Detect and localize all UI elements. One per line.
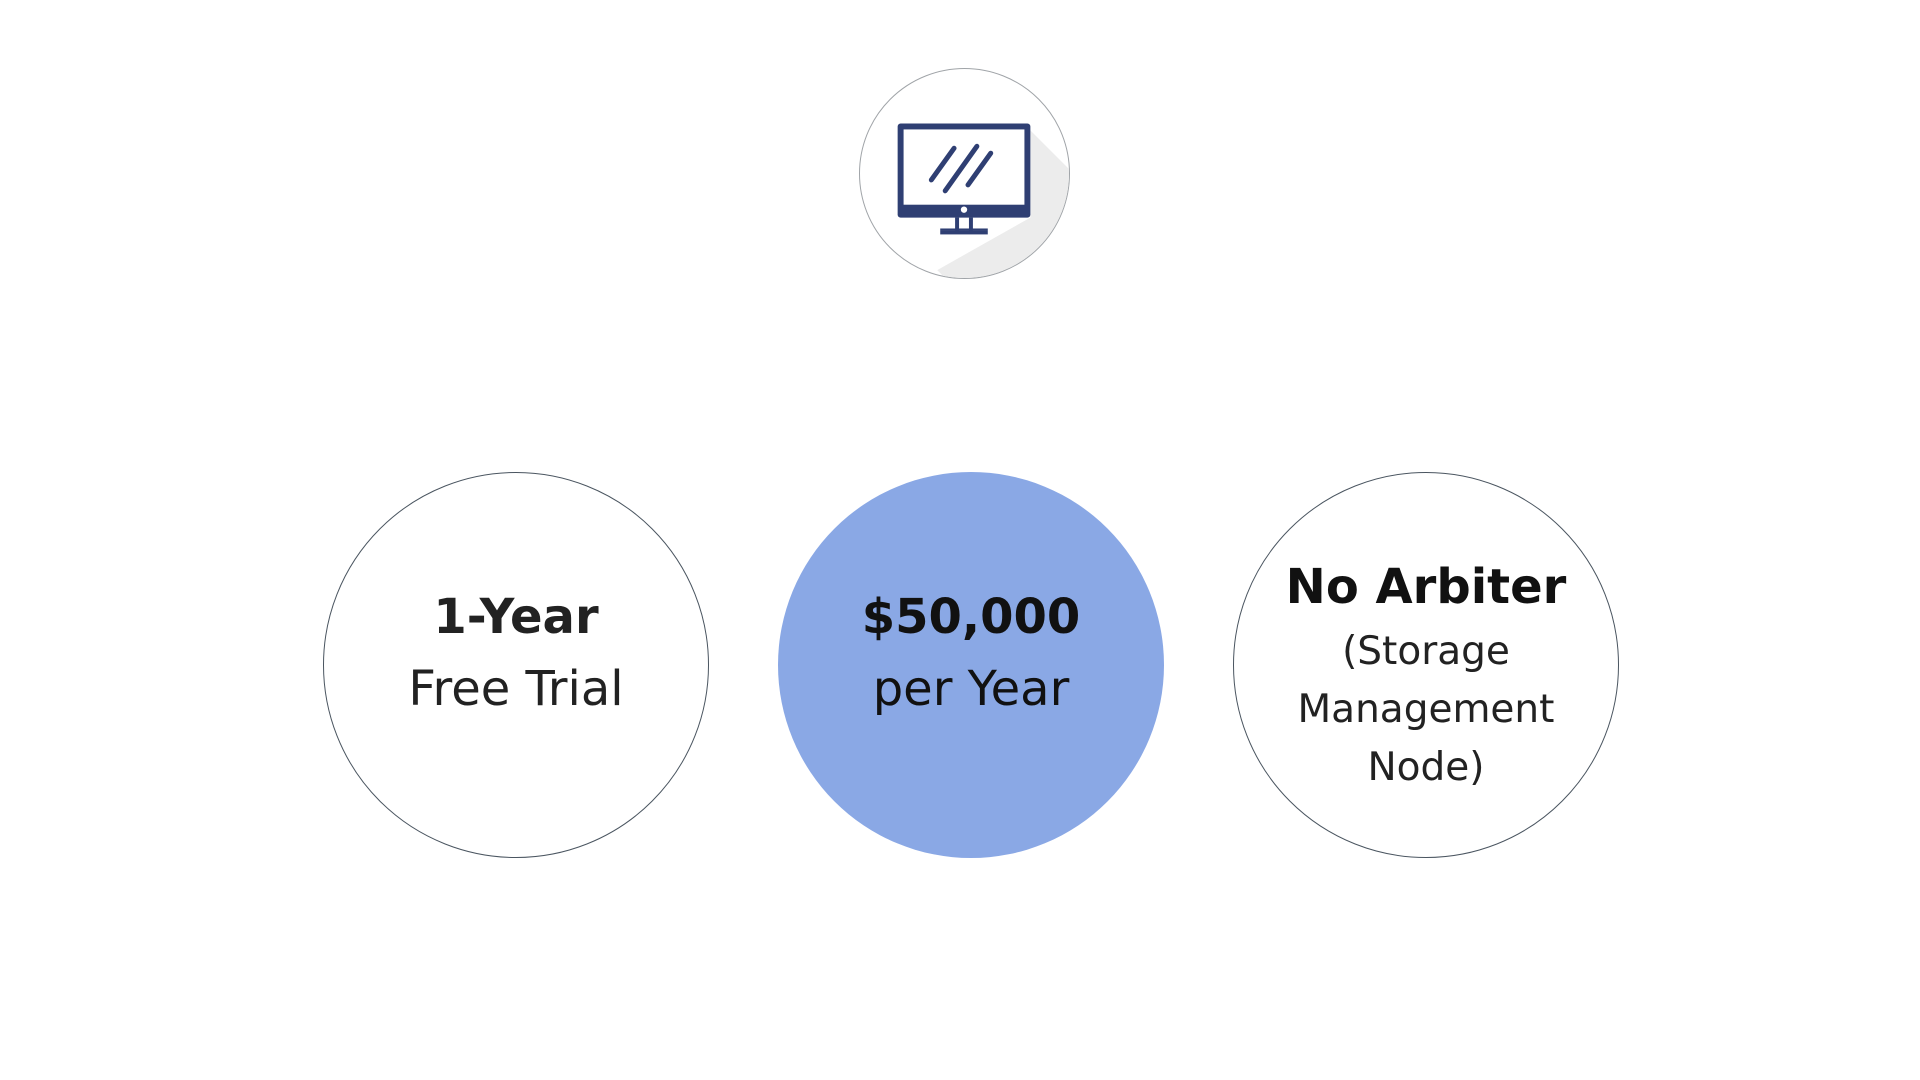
no-arbiter-circle: No Arbiter (Storage Management Node) (1233, 472, 1619, 858)
free-trial-text: 1-Year Free Trial (408, 581, 623, 725)
price-circle: $50,000 per Year (778, 472, 1164, 858)
price-amount: $50,000 (861, 589, 1081, 645)
price-text: $50,000 per Year (862, 581, 1081, 725)
free-trial-circle: 1-Year Free Trial (323, 472, 709, 858)
no-arbiter-detail-2: Management (1297, 687, 1555, 732)
no-arbiter-text: No Arbiter (Storage Management Node) (1286, 551, 1567, 797)
no-arbiter-detail-3: Node) (1367, 745, 1485, 790)
free-trial-title: 1-Year (433, 589, 599, 645)
no-arbiter-title: No Arbiter (1285, 559, 1567, 615)
no-arbiter-detail-1: (Storage (1342, 629, 1510, 674)
price-period: per Year (872, 661, 1070, 717)
icon-badge (859, 68, 1070, 279)
free-trial-subtitle: Free Trial (408, 661, 624, 717)
monitor-icon (897, 123, 1069, 278)
